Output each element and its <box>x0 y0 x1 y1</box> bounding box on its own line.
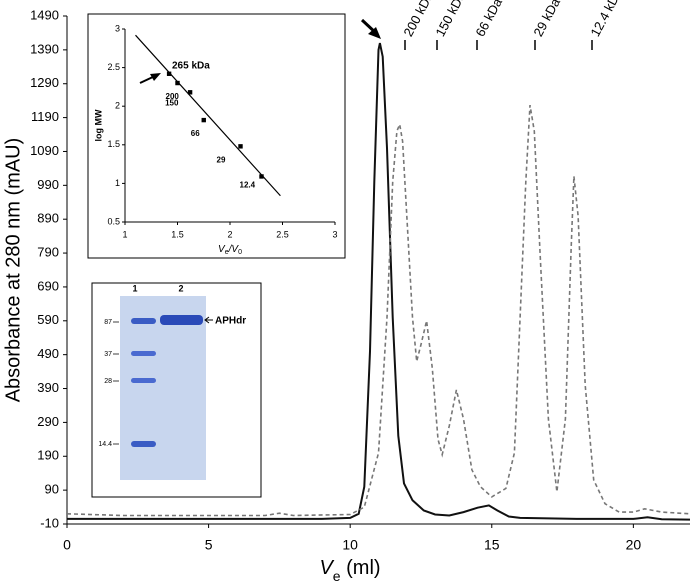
axis-label-part: (ml) <box>341 557 381 579</box>
x-tick-label: 3 <box>332 229 337 239</box>
annotation: 200 kDa <box>400 0 436 39</box>
y-tick-label: 1290 <box>30 75 59 90</box>
y-tick-label: 1490 <box>30 7 59 22</box>
axis-label-part: V <box>319 557 334 579</box>
marker-label: 87 <box>104 319 112 326</box>
axis-label-part: 0 <box>238 249 242 256</box>
marker-ticks <box>113 321 119 445</box>
annotation: 29 kDa <box>530 0 563 39</box>
data-point <box>259 174 264 179</box>
data-point <box>166 71 172 76</box>
marker-label: 28 <box>104 378 112 385</box>
y-tick-label: 1090 <box>30 143 59 158</box>
marker-label: 37 <box>104 351 112 358</box>
x-tick-label: 0 <box>63 537 71 553</box>
axis-label: Ve (ml) <box>319 557 380 582</box>
data-point <box>201 117 206 123</box>
axis-label-part: e <box>333 568 341 582</box>
x-tick-label: 1 <box>122 229 127 239</box>
y-tick-label: 3 <box>115 23 120 33</box>
y-tick-label: 1190 <box>31 109 59 124</box>
y-axis-label: Absorbance at 280 nm (mAU) <box>2 138 24 403</box>
y-tick-label: 1 <box>115 178 120 188</box>
gel-band <box>131 441 156 447</box>
y-tick-label: 1.5 <box>107 139 120 149</box>
x-tick-label: 2 <box>227 229 232 239</box>
lane-label: 2 <box>178 283 183 293</box>
y-axis-label: log MW <box>93 109 103 141</box>
fit-line <box>135 34 281 197</box>
data-point <box>238 144 243 149</box>
series-line <box>67 42 691 521</box>
point-label: 200 <box>166 92 180 101</box>
y-tick-label: -10 <box>40 515 59 530</box>
x-tick-label: 15 <box>484 537 500 553</box>
point-label: 150 <box>165 98 179 107</box>
annotation: 150 kDa <box>432 0 468 39</box>
y-tick-label: 390 <box>37 380 59 395</box>
point-arrow-head <box>150 73 161 81</box>
point-label: 12.4 <box>240 181 256 190</box>
y-tick-label: 590 <box>37 312 59 327</box>
annotation: 12.4 kDa <box>587 0 625 39</box>
gel-band <box>131 351 156 356</box>
peak-arrow-head <box>368 27 381 39</box>
gel-image <box>120 296 206 480</box>
y-tick-label: 890 <box>37 211 59 226</box>
x-tick-label: 10 <box>342 537 358 553</box>
gel-band <box>131 318 156 324</box>
annotation: 66 kDa <box>472 0 505 39</box>
y-tick-label: 690 <box>37 278 59 293</box>
y-tick-label: 290 <box>37 414 59 429</box>
x-tick-label: 2.5 <box>276 229 289 239</box>
gel-band <box>131 378 156 383</box>
axis-label: Ve/V0 <box>218 244 242 257</box>
y-tick-label: 190 <box>37 448 59 463</box>
x-tick-label: 20 <box>626 537 642 553</box>
data-point <box>187 90 193 95</box>
y-tick-label: 790 <box>37 245 59 260</box>
y-tick-label: 490 <box>37 346 59 361</box>
y-tick-label: 2.5 <box>107 62 120 72</box>
gel-inset: 1 2 87 37 28 14.4 APHdr <box>91 282 262 498</box>
axis-label-part: /V <box>228 244 240 255</box>
marker-label: 14.4 <box>98 441 112 448</box>
axis-label-part: V <box>218 244 226 255</box>
y-tick-label: 1390 <box>30 41 59 56</box>
point-label: 265 kDa <box>172 61 210 72</box>
y-tick-label: 0.5 <box>107 216 120 226</box>
y-tick-label: 90 <box>45 482 59 497</box>
inset-frame <box>87 13 346 259</box>
x-tick-label: 5 <box>205 537 213 553</box>
x-tick-label: 1.5 <box>171 229 184 239</box>
point-label: 66 <box>191 129 200 138</box>
axis-label-part: e <box>225 249 229 256</box>
band-arrow <box>204 316 213 324</box>
band-label: APHdr <box>215 316 246 327</box>
y-tick-label: 2 <box>115 101 120 111</box>
data-point <box>175 80 180 86</box>
y-tick-label: 990 <box>37 177 59 192</box>
point-label: 29 <box>217 155 226 164</box>
gel-band <box>160 315 203 325</box>
lane-label: 1 <box>132 283 137 293</box>
